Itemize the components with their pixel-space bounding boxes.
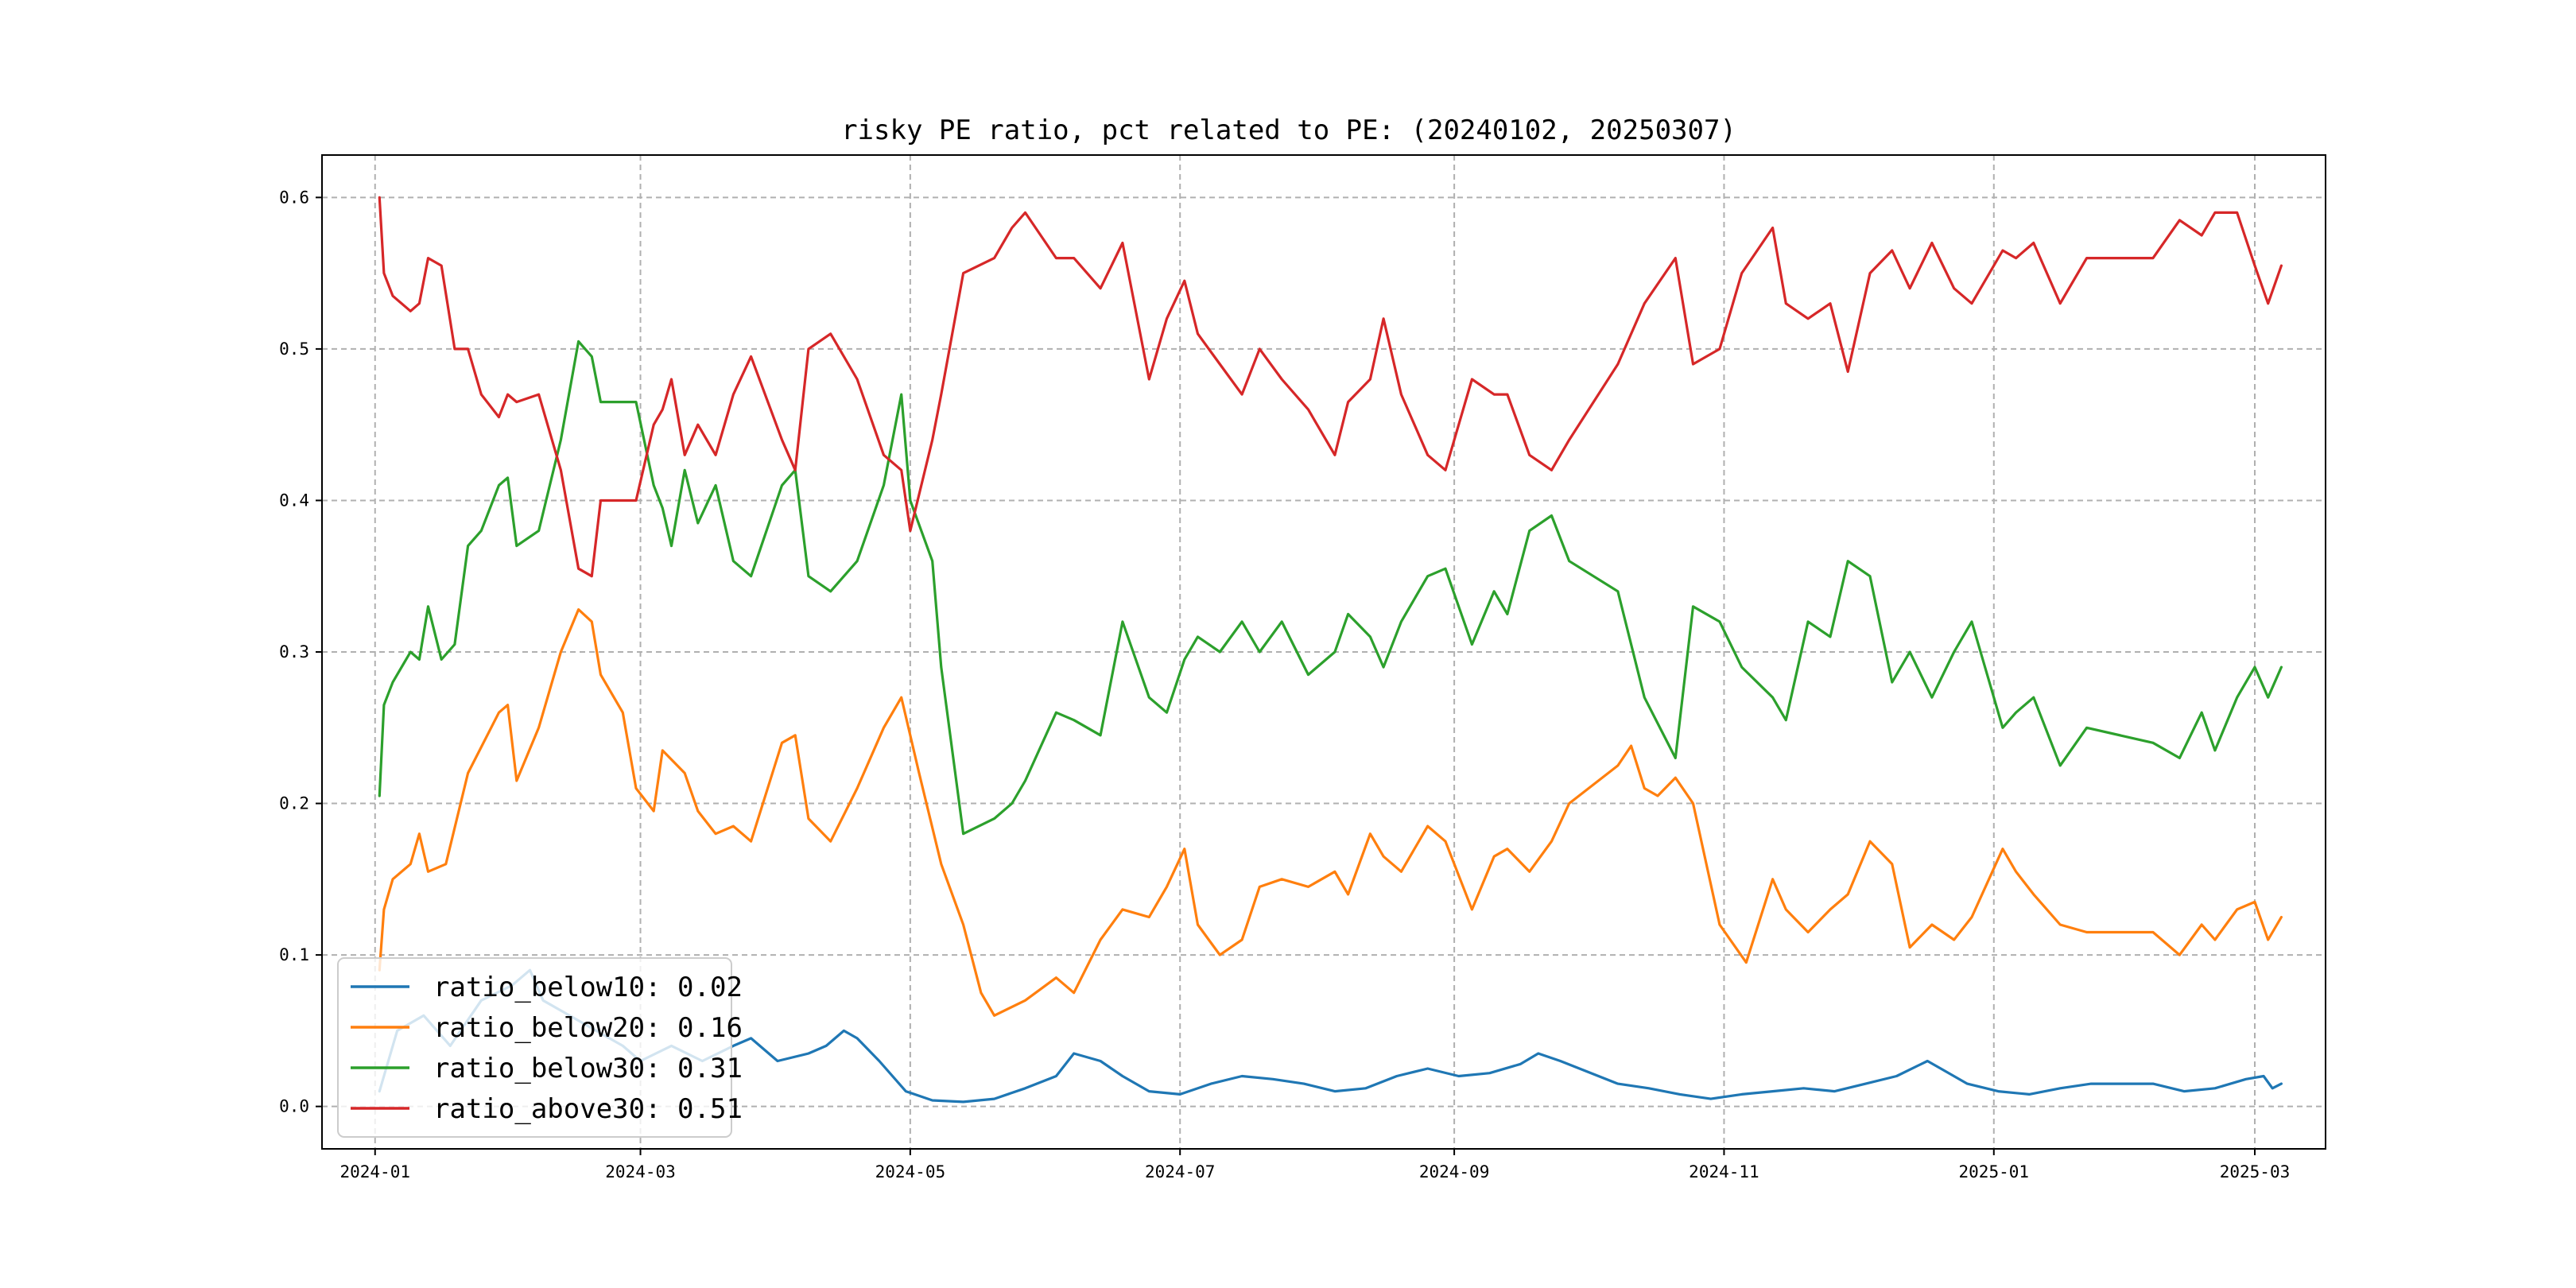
y-tick-label: 0.4 [279,491,309,510]
y-tick-label: 0.6 [279,188,309,207]
y-tick-label: 0.1 [279,945,309,964]
y-tick-label: 0.2 [279,794,309,813]
x-tick-label: 2024-03 [605,1162,676,1181]
x-tick-label: 2024-09 [1419,1162,1490,1181]
axes: 0.0 0.1 0.2 0.3 0.4 0.5 0.6 2024-01 2024-03 2024-… [279,188,2290,1181]
x-tick-label: 2024-01 [339,1162,410,1181]
x-tick-label: 2025-03 [2220,1162,2291,1181]
legend-label: ratio_below10: 0.02 [433,972,743,1003]
y-tick-label: 0.3 [279,642,309,661]
legend: ratio_below10: 0.02 ratio_below20: 0.16 ra… [337,957,743,1138]
series-line-ratio-below30 [378,339,2283,836]
legend-label: ratio_above30: 0.51 [433,1093,743,1125]
x-tick-label: 2024-05 [875,1162,946,1181]
x-tick-label: 2025-01 [1959,1162,2030,1181]
y-tick-label: 0.0 [279,1097,309,1116]
y-tick-label: 0.5 [279,339,309,359]
chart-title: risky PE ratio, pct related to PE: (2024… [841,114,1736,146]
legend-label: ratio_below20: 0.16 [433,1012,743,1044]
series-line-ratio-below20 [378,608,2283,1017]
legend-label: ratio_below30: 0.31 [433,1053,743,1084]
x-tick-label: 2024-11 [1689,1162,1759,1181]
series-line-ratio-above30 [378,196,2283,578]
x-tick-label: 2024-07 [1145,1162,1216,1181]
legend-box [337,957,732,1138]
